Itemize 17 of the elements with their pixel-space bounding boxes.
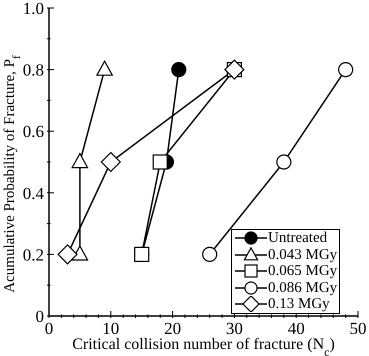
x-tick-label: 20 [164, 319, 182, 338]
legend-label: 0.13 MGy [268, 296, 330, 312]
y-tick-label: 0.2 [22, 245, 44, 264]
legend-label: 0.065 MGy [268, 263, 338, 280]
legend-label: 0.086 MGy [268, 280, 338, 296]
x-axis-title: Critical collision number of fracture (N$_{c}$) [72, 336, 335, 356]
x-tick-label: 40 [288, 319, 305, 338]
y-tick-label: 0.6 [22, 122, 44, 142]
y-tick-label: 1.0 [22, 0, 44, 18]
y-tick-label: 0.4 [22, 184, 44, 203]
x-tick-label: 50 [350, 319, 366, 338]
x-tick-label: 10 [102, 319, 120, 338]
legend-label: Untreated [268, 230, 328, 246]
x-tick-label: 30 [226, 319, 243, 338]
y-tick-label: 0.8 [22, 60, 44, 80]
y-tick-label: 0 [36, 307, 44, 326]
legend-label: 0.043 MGy [268, 246, 338, 263]
